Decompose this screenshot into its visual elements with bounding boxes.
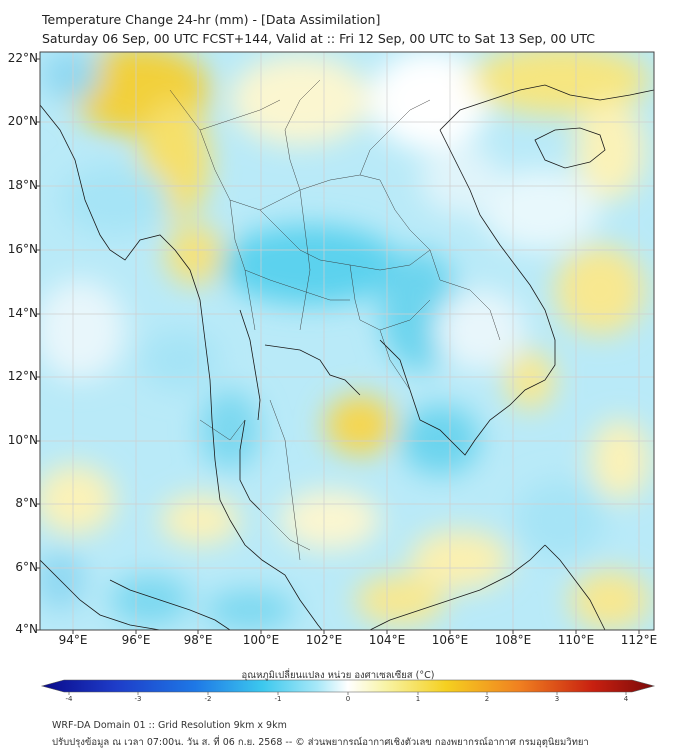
colorbar-tick-label: -4	[65, 695, 73, 703]
colorbar-label: อุณหภูมิเปลี่ยนแปลง หน่วย องศาเซลเซียส (…	[241, 670, 435, 681]
lat-label: 18°N	[7, 178, 38, 192]
footer-credit: ปรับปรุงข้อมูล ณ เวลา 07:00น. วัน ส. ที่…	[52, 737, 589, 748]
map-frame	[39, 51, 655, 631]
colorbar-tick-label: -3	[134, 695, 142, 703]
lon-label: 94°E	[58, 633, 88, 647]
lat-label: 10°N	[7, 433, 38, 447]
footer-model-info: WRF-DA Domain 01 :: Grid Resolution 9km …	[52, 720, 287, 731]
colorbar-tick-label: 1	[415, 695, 421, 703]
lat-label: 8°N	[15, 496, 38, 510]
colorbar	[40, 679, 656, 693]
map-title: Temperature Change 24-hr (mm) - [Data As…	[42, 12, 381, 27]
colorbar-tick-label: 2	[484, 695, 490, 703]
lon-label: 108°E	[494, 633, 532, 647]
grid-lines	[40, 52, 654, 630]
colorbar-tick-label: 4	[623, 695, 629, 703]
province-borders	[169, 79, 501, 561]
lon-label: 96°E	[121, 633, 151, 647]
lat-label: 20°N	[7, 114, 38, 128]
lon-label: 112°E	[620, 633, 658, 647]
lon-label: 102°E	[305, 633, 343, 647]
lon-label: 106°E	[431, 633, 469, 647]
lat-label: 4°N	[15, 622, 38, 636]
lat-label: 12°N	[7, 369, 38, 383]
lon-label: 98°E	[183, 633, 213, 647]
colorbar-tick-label: 3	[554, 695, 560, 703]
lon-label: 110°E	[557, 633, 595, 647]
map-subtitle: Saturday 06 Sep, 00 UTC FCST+144, Valid …	[42, 31, 596, 46]
lon-label: 104°E	[368, 633, 406, 647]
temperature-field	[40, 52, 654, 630]
lon-label: 100°E	[242, 633, 280, 647]
coastlines	[40, 84, 654, 630]
lat-label: 6°N	[15, 560, 38, 574]
axis-ticks	[36, 58, 640, 634]
colorbar-tick-label: -1	[274, 695, 282, 703]
colorbar-tick-label: -2	[204, 695, 212, 703]
colorbar-ticks	[68, 692, 627, 695]
lat-label: 22°N	[7, 51, 38, 65]
lat-label: 14°N	[7, 306, 38, 320]
lat-label: 16°N	[7, 242, 38, 256]
colorbar-tick-label: 0	[345, 695, 351, 703]
